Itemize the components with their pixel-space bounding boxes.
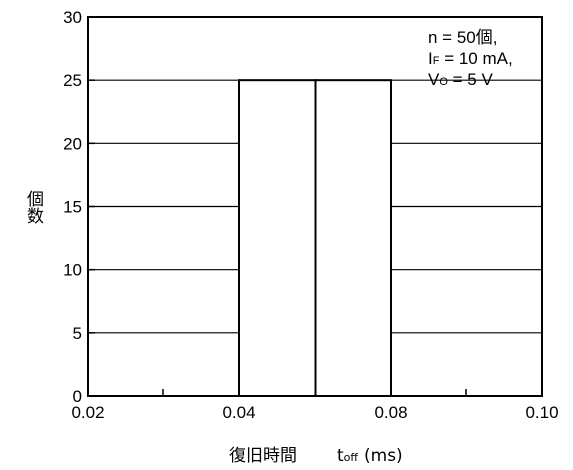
y-tick-label-15: 15: [63, 198, 82, 217]
y-tick-label-10: 10: [63, 261, 82, 280]
annotation-line-3: VO = 5 V: [428, 70, 493, 89]
x-axis-label-text: 復旧時間: [229, 446, 297, 466]
y-tick-label-5: 5: [73, 324, 82, 343]
y-axis-ticks: 0 5 10 15 20 25 30: [63, 8, 95, 406]
x-axis-label-symbol: toff: [337, 446, 358, 466]
x-tick-label-0.02: 0.02: [71, 403, 104, 422]
y-tick-label-25: 25: [63, 71, 82, 90]
bars: [238, 79, 392, 398]
x-tick-label-0.08: 0.08: [374, 403, 407, 422]
x-axis-label-unit: (ms): [364, 446, 403, 466]
annotation-line-2: IF = 10 mA,: [428, 49, 513, 68]
y-tick-label-0: 0: [73, 387, 82, 406]
y-tick-label-30: 30: [63, 8, 82, 27]
x-axis-label: 復旧時間 toff (ms): [229, 446, 403, 466]
y-axis-label: 個数: [23, 190, 44, 224]
x-axis-ticks: 0.02 0.04 0.08 0.10: [71, 389, 559, 422]
x-tick-label-0.04: 0.04: [222, 403, 255, 422]
bar-1: [238, 79, 317, 398]
y-tick-label-20: 20: [63, 134, 82, 153]
bar-2: [314, 79, 392, 398]
annotation: n = 50個, IF = 10 mA, VO = 5 V: [428, 28, 513, 89]
x-tick-label-0.10: 0.10: [525, 403, 558, 422]
annotation-line-1: n = 50個,: [428, 28, 497, 47]
